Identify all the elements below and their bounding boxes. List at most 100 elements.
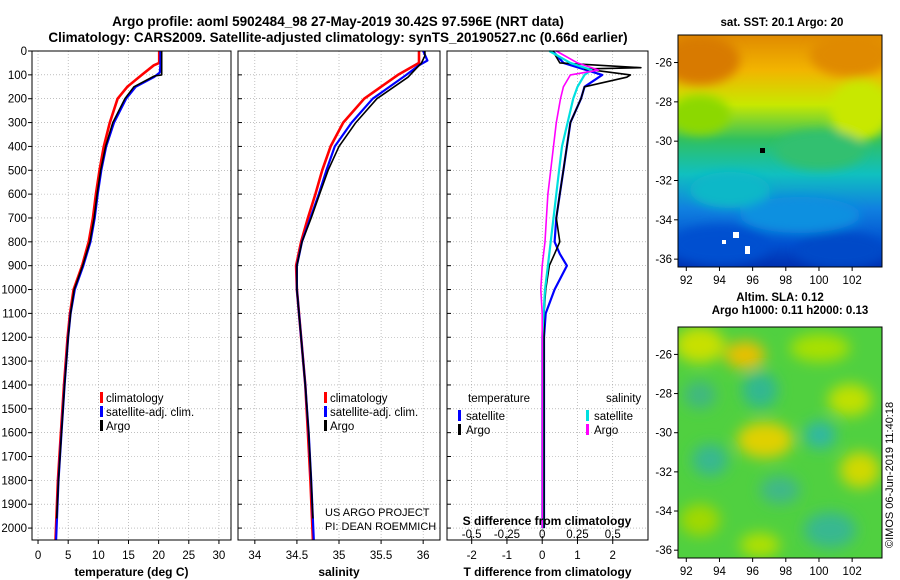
x-tick-label: 35.5 [370,550,392,562]
x-tick-label: 10 [92,550,105,562]
y-tick-label: 300 [8,118,27,130]
plot-frame [237,50,441,541]
s-tick-label: 0.5 [605,529,621,541]
legend-swatch [586,424,589,435]
map-x-tick-label: 96 [746,566,759,578]
map-x-tick-label: 102 [843,566,862,578]
x-axis-label: temperature (deg C) [74,565,188,579]
plot-frame [31,50,232,541]
sla-map-title-2: Argo h1000: 0.11 h2000: 0.13 [712,305,869,317]
y-tick-label: 0 [21,46,27,58]
legend-salinity-title: salinity [606,393,641,405]
map-y-tick-label: -30 [655,428,672,440]
y-tick-label: 1800 [1,475,27,487]
map-x-tick-label: 92 [680,275,693,287]
y-tick-label: 1500 [1,404,27,416]
y-tick-label: 1400 [1,380,27,392]
y-tick-label: 400 [8,141,27,153]
sst-map-frame [677,34,883,268]
x-tick-label: 0 [35,550,41,562]
legend-label: satellite [594,411,633,423]
sla-map-title-1: Altim. SLA: 0.12 [736,292,824,304]
series-climatology [54,51,161,541]
x-tick-label: 30 [213,550,226,562]
map-x-tick-label: 100 [809,275,828,287]
y-tick-label: 1700 [1,452,27,464]
title-line-1: Argo profile: aoml 5902484_98 27-May-201… [112,14,564,29]
legend-swatch [324,392,327,403]
y-tick-label: 600 [8,189,27,201]
panel-salinity: 34 34.5 35 35.5 36 salinity climatology satelli… [237,50,441,579]
x-tick-label: -2 [467,550,477,562]
map-x-tick-label: 98 [779,566,792,578]
legend-swatch [324,406,327,417]
x-tick-label: 15 [122,550,135,562]
argo-position-marker [760,148,765,153]
x-tick-label: 35 [333,550,346,562]
y-tick-label: 800 [8,237,27,249]
y-tick-label: 1300 [1,356,27,368]
credit-line-1: US ARGO PROJECT [325,507,430,519]
legend-swatch [100,420,103,431]
map-x-tick-label: 102 [843,275,862,287]
map-x-tick-label: 92 [680,566,693,578]
y-tick-label: 1100 [2,308,27,320]
legend-swatch [324,420,327,431]
legend-swatch [458,410,461,421]
y-tick-label: 500 [8,165,27,177]
x-tick-label: 34.5 [286,550,308,562]
map-y-tick-label: -28 [655,389,672,401]
map-y-tick-label: -28 [655,97,672,109]
series-argo [296,51,426,519]
x-tick-label: 20 [152,550,165,562]
series-satellite-adj-clim- [295,50,429,541]
y-tick-label: 100 [8,70,27,82]
profile-panels: 0 5 10 15 20 25 300100200300400500600700800900… [1,46,649,579]
s-tick-label: -0.5 [462,529,482,541]
y-tick-label: 700 [8,213,27,225]
legend-swatch [100,392,103,403]
legend-temperature-title: temperature [468,393,530,405]
legend-label: Argo [330,421,354,433]
map-y-tick-label: -26 [655,58,672,70]
s-tick-label: 0 [539,529,545,541]
s-tick-label: -0.25 [494,529,520,541]
x-axis-label: salinity [318,565,360,579]
y-tick-label: 2000 [1,523,27,535]
s-axis-label: S difference from climatology [463,514,632,528]
legend-label: climatology [106,393,164,405]
map-x-tick-label: 98 [779,275,792,287]
x-tick-label: 5 [65,550,71,562]
legend-label: satellite [466,411,505,423]
map-y-tick-label: -30 [655,136,672,148]
sst-map-title: sat. SST: 20.1 Argo: 20 [721,17,844,29]
series-temperature-argo [543,50,642,529]
x-tick-label: 1 [574,550,580,562]
title-line-2: Climatology: CARS2009. Satellite-adjuste… [48,30,627,45]
panel-temperature: 0 5 10 15 20 25 300100200300400500600700800900… [1,46,232,579]
series-argo [55,51,163,519]
legend-swatch [586,410,589,421]
legend-swatch [458,424,461,435]
x-tick-label: 2 [610,550,616,562]
map-y-tick-label: -36 [655,545,672,557]
imos-stamp: ©IMOS 06-Jun-2019 11:40:18 [884,402,896,548]
plot-frame [446,50,649,541]
legend-label: Argo [106,421,130,433]
map-x-tick-label: 96 [746,275,759,287]
x-tick-label: 25 [182,550,195,562]
legend-label: Argo [594,425,618,437]
map-y-tick-label: -32 [655,175,672,187]
y-tick-label: 1000 [1,285,27,297]
legend-label: satellite-adj. clim. [330,407,418,419]
x-tick-label: 36 [417,550,430,562]
map-y-tick-label: -34 [655,215,672,227]
map-y-tick-label: -26 [655,349,672,361]
legend-swatch [100,406,103,417]
series-salinity-argo [539,50,600,529]
x-tick-label: 0 [539,550,545,562]
credit-line-2: PI: DEAN ROEMMICH [325,521,436,533]
map-x-tick-label: 100 [809,566,828,578]
panel-difference: -2 -1 0 1 2 T difference from climatology temp… [446,50,649,579]
sst-missing-data [733,232,739,238]
